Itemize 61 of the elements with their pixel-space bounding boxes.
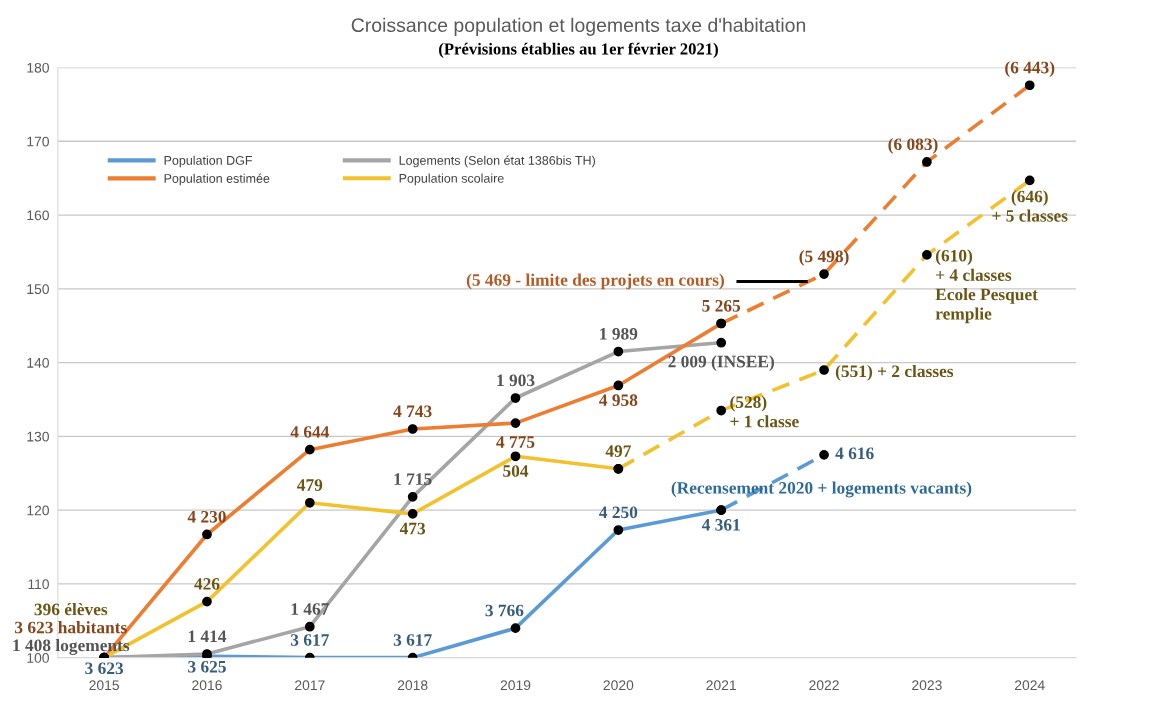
chart-subtitle: (Prévisions établies au 1er février 2021): [439, 42, 718, 58]
x-tick-label: 2022: [809, 680, 839, 691]
legend-label: Population DGF: [164, 155, 253, 168]
x-tick-label: 2020: [603, 680, 634, 691]
x-tick-label: 2017: [295, 680, 325, 691]
annotation: 396 élèves: [34, 603, 108, 616]
y-tick-label: 120: [27, 505, 49, 516]
annotation: (6 083): [888, 137, 938, 154]
annotation: 4 361: [701, 519, 740, 531]
legend-label: Logements (Selon état 1386bis TH): [399, 155, 595, 168]
annotation: 3 625: [188, 660, 226, 673]
annotation: 1 903: [497, 374, 535, 387]
annotation: (528) + 1 classe: [730, 395, 799, 428]
legend-label: Population estimée: [164, 173, 270, 186]
annotation: 3 766: [485, 604, 524, 617]
x-tick-label: 2021: [706, 680, 736, 691]
annotation: 1 467: [291, 603, 329, 615]
annotation: 1 989: [600, 327, 638, 340]
annotation: 473: [399, 522, 426, 535]
annotation: 479: [297, 479, 323, 491]
annotation: 4 775: [496, 436, 535, 448]
y-tick-label: 130: [27, 431, 49, 442]
annotation: 3 617: [393, 634, 432, 646]
annotation: 4 958: [599, 394, 638, 407]
annotation: 4 743: [393, 405, 432, 418]
ref-line-label: (5 469 - limite des projets en cours): [466, 273, 724, 290]
annotation: 4 644: [290, 426, 330, 438]
x-tick-label: 2016: [192, 680, 222, 691]
annotation: 3 623: [85, 662, 124, 675]
annotation: (551) + 2 classes: [835, 364, 954, 381]
x-tick-label: 2015: [89, 680, 119, 691]
annotation: (610) + 4 classes Ecole Pesquet remplie: [935, 249, 1038, 324]
annotation: (646) + 5 classes: [992, 190, 1068, 222]
annotation: 4 230: [187, 510, 226, 523]
annotation: 3 617: [290, 634, 329, 646]
annotation: (Recensement 2020 + logements vacants): [671, 481, 972, 498]
x-tick-label: 2018: [397, 680, 428, 691]
annotation: 497: [605, 445, 631, 457]
x-tick-label: 2023: [912, 680, 942, 691]
annotation: 1 715: [394, 473, 432, 485]
annotation: 3 623 habitants: [15, 621, 127, 634]
legend-label: Population scolaire: [399, 173, 504, 186]
y-tick-label: 150: [27, 284, 49, 295]
y-tick-label: 110: [28, 579, 49, 590]
annotation: 4 250: [599, 506, 638, 519]
annotation: (5 498): [799, 250, 849, 266]
annotation: 504: [503, 465, 529, 477]
annotation: 2 009 (INSEE): [668, 355, 774, 371]
annotation: 5 265: [702, 299, 741, 312]
y-tick-label: 140: [27, 357, 49, 368]
annotation: 426: [194, 578, 220, 590]
x-tick-label: 2019: [500, 680, 531, 691]
y-tick-label: 180: [27, 62, 49, 73]
y-tick-label: 170: [27, 136, 49, 147]
chart-title: Croissance population et logements taxe d'habitation: [351, 17, 806, 36]
annotation: 1 414: [188, 630, 227, 642]
annotation: (6 443): [1005, 61, 1055, 77]
x-tick-label: 2024: [1014, 680, 1045, 691]
y-tick-label: 160: [27, 210, 49, 221]
y-tick-label: 100: [27, 653, 49, 663]
annotation: 4 616: [835, 447, 874, 460]
